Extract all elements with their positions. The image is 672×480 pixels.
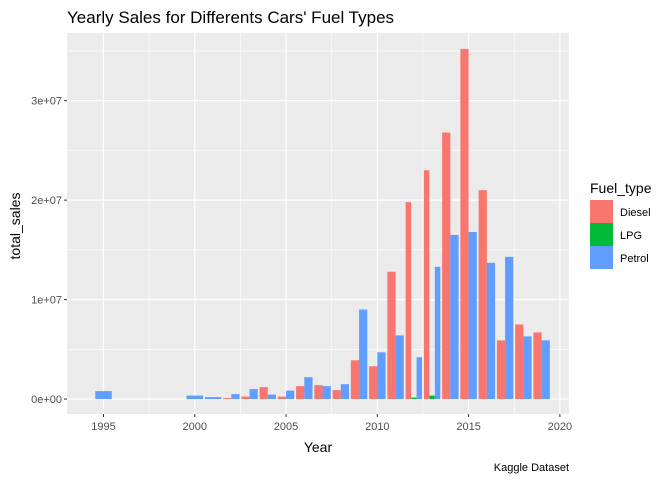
bar-petrol-2006: [304, 377, 313, 400]
bar-diesel-2008: [332, 390, 341, 400]
x-tick-label: 2000: [183, 421, 207, 433]
bar-petrol-2005: [286, 390, 295, 400]
legend-label-lpg: LPG: [620, 230, 642, 242]
y-axis-title: total_sales: [7, 193, 23, 260]
bar-petrol-2007: [322, 386, 331, 400]
bar-petrol-2014: [450, 234, 459, 400]
bar-petrol-2012: [416, 357, 423, 400]
bar-petrol-2009: [359, 309, 368, 400]
legend-key-diesel: [590, 200, 613, 223]
chart-title: Yearly Sales for Differents Cars' Fuel T…: [67, 8, 394, 27]
x-tick-label: 1995: [91, 421, 115, 433]
bar-diesel-2018: [515, 324, 524, 400]
bar-petrol-2015: [468, 231, 477, 400]
bar-petrol-2016: [486, 262, 496, 400]
y-tick-label: 1e+07: [31, 295, 62, 307]
x-tick-label: 2015: [456, 421, 480, 433]
bar-diesel-2009: [350, 360, 360, 400]
x-axis-title: Year: [304, 439, 333, 455]
legend-label-diesel: Diesel: [620, 207, 651, 219]
legend-title: Fuel_type: [590, 180, 652, 196]
bar-petrol-2003: [249, 389, 258, 400]
bar-diesel-2019: [533, 332, 542, 400]
bar-petrol-2013: [434, 266, 441, 400]
bar-diesel-2011: [387, 271, 396, 400]
bar-diesel-2015: [460, 48, 469, 400]
bars: [95, 48, 550, 400]
legend-key-lpg: [590, 223, 613, 246]
bar-lpg-2012: [411, 397, 417, 400]
caption: Kaggle Dataset: [494, 462, 569, 474]
bar-petrol-2002: [231, 394, 240, 400]
bar-petrol-2004: [267, 394, 277, 400]
bar-petrol-2001: [204, 397, 222, 400]
bar-petrol-2018: [523, 336, 532, 400]
legend: Fuel_type Diesel LPG Petrol: [590, 180, 652, 269]
bar-diesel-2006: [296, 386, 305, 400]
bar-diesel-2012: [405, 202, 412, 400]
bar-diesel-2016: [478, 190, 487, 400]
bar-petrol-2011: [395, 335, 404, 400]
bar-diesel-2004: [259, 387, 268, 400]
x-tick-label: 2005: [274, 421, 298, 433]
bar-diesel-2010: [369, 366, 378, 400]
y-axis: 0e+00 1e+07 2e+07 3e+07: [31, 96, 67, 406]
bar-petrol-2019: [541, 340, 550, 400]
bar-petrol-2010: [377, 352, 386, 400]
bar-petrol-1995: [95, 391, 112, 400]
bar-lpg-2013: [429, 395, 435, 400]
bar-diesel-2017: [496, 340, 506, 400]
x-tick-label: 2010: [365, 421, 389, 433]
bar-petrol-2008: [340, 384, 350, 400]
bar-diesel-2003: [241, 396, 250, 400]
legend-label-petrol: Petrol: [620, 253, 649, 265]
bar-diesel-2002: [223, 398, 232, 400]
bar-diesel-2005: [277, 396, 287, 400]
bar-petrol-2017: [505, 256, 514, 400]
x-axis: 1995 2000 2005 2010 2015 2020: [91, 414, 572, 433]
y-tick-label: 2e+07: [31, 195, 62, 207]
x-tick-label: 2020: [548, 421, 572, 433]
bar-diesel-2013: [423, 170, 430, 400]
bar-diesel-2014: [442, 132, 451, 400]
y-tick-label: 3e+07: [31, 96, 62, 108]
legend-key-petrol: [590, 246, 613, 269]
bar-diesel-2007: [314, 385, 323, 400]
y-tick-label: 0e+00: [31, 394, 62, 406]
bar-petrol-2000: [186, 395, 203, 400]
